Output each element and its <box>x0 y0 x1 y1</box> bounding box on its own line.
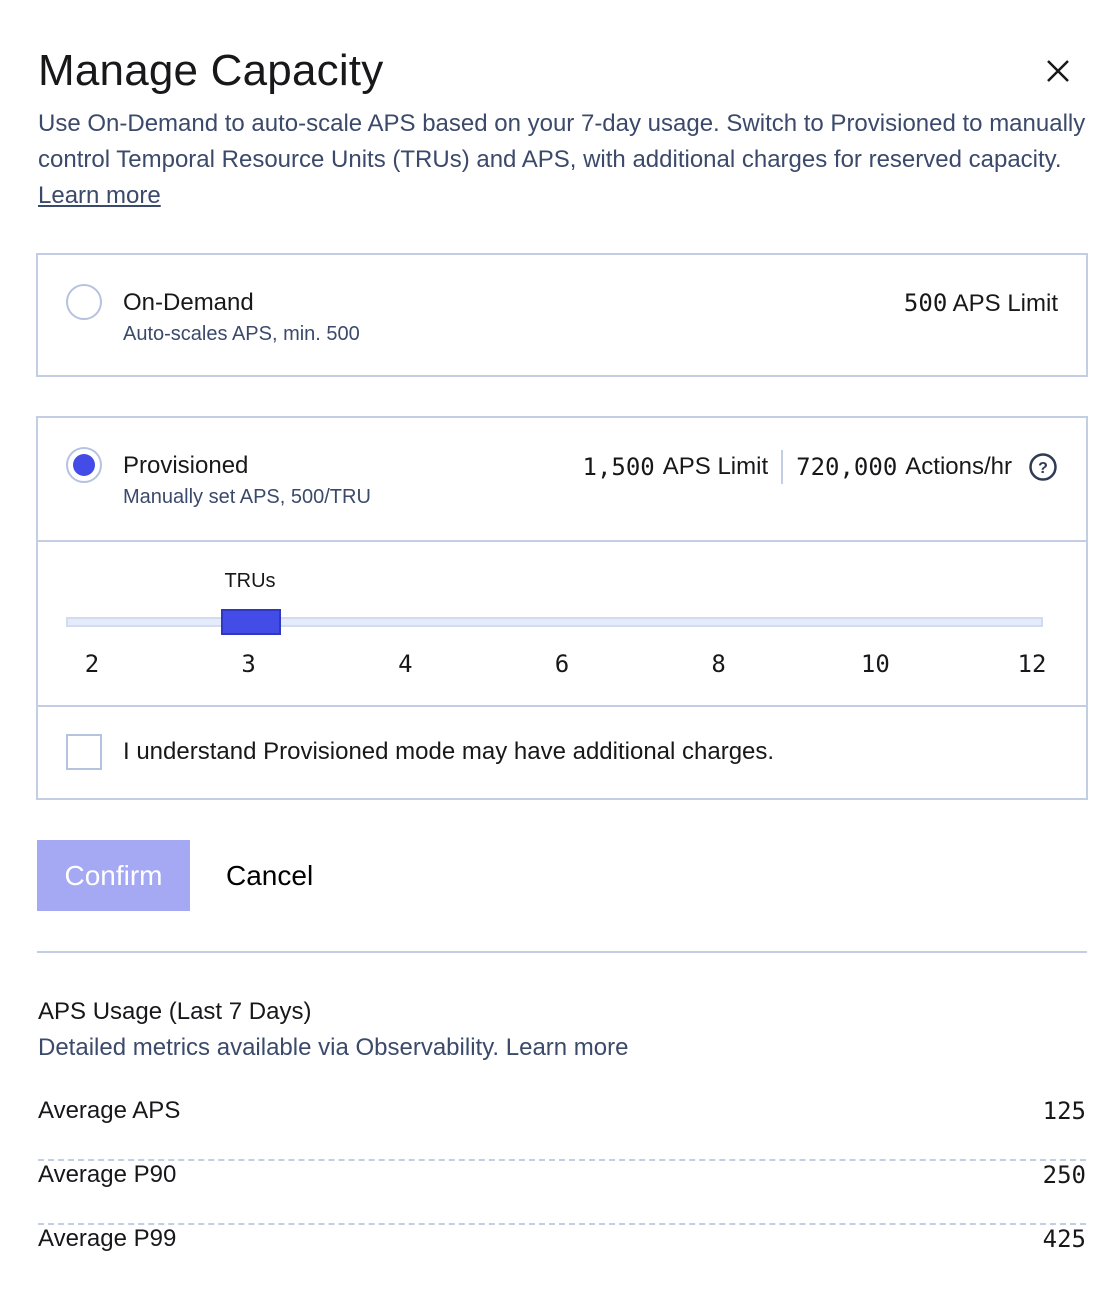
actions-label: Actions/hr <box>905 453 1012 480</box>
slider-tick-label: 2 <box>84 650 100 678</box>
on-demand-limit-value: 500 <box>903 289 948 317</box>
slider-tick-label: 4 <box>398 650 413 678</box>
slider-tick-label: 6 <box>554 650 570 678</box>
description-text: Use On-Demand to auto-scale APS based on… <box>38 110 1086 173</box>
usage-row: Average APS 125 <box>38 1097 1086 1161</box>
slider-thumb[interactable] <box>221 609 281 635</box>
learn-more-link[interactable]: Learn more <box>38 182 161 209</box>
slider-tick-label: 12 <box>1017 650 1047 678</box>
provisioned-radio[interactable] <box>66 447 102 483</box>
cancel-button[interactable]: Cancel <box>210 840 329 911</box>
ack-checkbox[interactable] <box>66 734 102 770</box>
confirm-button[interactable]: Confirm <box>37 840 190 911</box>
slider-tick-label: 10 <box>860 650 890 678</box>
provisioned-limits: 1,500 APS Limit 720,000 Actions/hr ? <box>583 450 1059 484</box>
ack-label: I understand Provisioned mode may have a… <box>123 738 775 765</box>
slider-tick-label: 3 <box>241 650 256 678</box>
on-demand-subtitle: Auto-scales APS, min. 500 <box>123 323 360 345</box>
usage-title: APS Usage (Last 7 Days) <box>38 998 312 1025</box>
provisioned-title: Provisioned <box>123 452 249 479</box>
provisioned-limit-label: APS Limit <box>662 453 769 480</box>
svg-text:?: ? <box>1038 460 1048 477</box>
on-demand-radio[interactable] <box>66 284 102 320</box>
on-demand-option[interactable]: On-Demand Auto-scales APS, min. 500 500 … <box>36 253 1088 377</box>
usage-row: Average P99 425 <box>38 1225 1086 1289</box>
divider <box>38 705 1086 707</box>
provisioned-subtitle: Manually set APS, 500/TRU <box>123 486 371 508</box>
dialog-description: Use On-Demand to auto-scale APS based on… <box>38 106 1098 214</box>
usage-label: Average APS <box>38 1097 181 1124</box>
usage-value: 425 <box>1042 1225 1086 1253</box>
usage-subtitle: Detailed metrics available via Observabi… <box>38 1034 629 1061</box>
slider-tick-label: 8 <box>711 650 726 678</box>
on-demand-limit: 500 APS Limit <box>904 289 1058 318</box>
section-divider <box>37 951 1087 953</box>
usage-value: 250 <box>1042 1161 1086 1189</box>
provisioned-limit-value: 1,500 <box>582 453 655 481</box>
divider <box>38 540 1086 542</box>
dialog-title: Manage Capacity <box>38 46 384 95</box>
usage-row: Average P90 250 <box>38 1161 1086 1225</box>
provisioned-option[interactable]: Provisioned Manually set APS, 500/TRU 1,… <box>36 416 1088 800</box>
slider-label: TRUs <box>224 570 276 592</box>
slider-track[interactable] <box>66 617 1043 627</box>
divider <box>781 450 784 484</box>
usage-label: Average P90 <box>38 1161 177 1188</box>
usage-label: Average P99 <box>38 1225 177 1252</box>
on-demand-limit-label: APS Limit <box>952 290 1058 317</box>
on-demand-title: On-Demand <box>123 289 254 316</box>
close-icon[interactable] <box>1042 55 1074 87</box>
question-circle-icon[interactable]: ? <box>1028 452 1058 482</box>
actions-value: 720,000 <box>796 453 898 481</box>
usage-value: 125 <box>1042 1097 1086 1125</box>
